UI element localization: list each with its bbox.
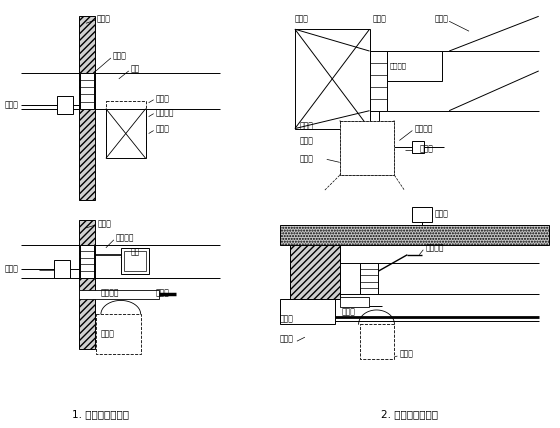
Bar: [54, 260, 70, 278]
Text: 风道: 风道: [130, 65, 140, 74]
Bar: [340, 297, 368, 307]
Text: 金属软管: 金属软管: [116, 233, 134, 242]
Text: 防火墙: 防火墙: [97, 15, 111, 24]
Bar: [280, 300, 335, 324]
Text: 检查口: 检查口: [300, 154, 314, 163]
Text: 防火阀: 防火阀: [113, 51, 127, 60]
Bar: [79, 220, 95, 349]
Bar: [280, 225, 549, 245]
Text: 检查口: 检查口: [156, 94, 170, 103]
Bar: [124, 251, 146, 270]
Text: 排烟道: 排烟道: [434, 15, 448, 24]
Bar: [340, 121, 394, 175]
Text: 检修口: 检修口: [101, 330, 115, 339]
Text: 金属软管: 金属软管: [414, 124, 433, 133]
Text: 关手柄: 关手柄: [280, 315, 294, 324]
Text: 接线盒: 接线盒: [4, 100, 18, 109]
Text: 防火墙: 防火墙: [98, 220, 112, 229]
Text: 关手柄: 关手柄: [300, 136, 314, 145]
Bar: [290, 245, 340, 300]
Bar: [80, 73, 94, 109]
Text: 排烟口: 排烟口: [280, 335, 294, 344]
Text: 排烟阀: 排烟阀: [372, 15, 386, 24]
Bar: [106, 109, 146, 158]
Bar: [79, 289, 158, 300]
Text: 1. 防火阀安装方法: 1. 防火阀安装方法: [72, 409, 129, 419]
Text: 复位手柄: 复位手柄: [101, 288, 119, 297]
Text: 2. 排烟阀安装方法: 2. 排烟阀安装方法: [381, 409, 438, 419]
Bar: [370, 51, 388, 111]
Text: 风道: 风道: [130, 247, 140, 256]
Text: 检修口: 检修口: [399, 350, 413, 359]
Text: 驱动部分: 驱动部分: [389, 62, 407, 69]
Bar: [412, 207, 432, 222]
Bar: [360, 263, 377, 294]
Text: 开手柄: 开手柄: [300, 121, 314, 130]
Bar: [96, 314, 141, 354]
Text: 检修口: 检修口: [156, 124, 170, 133]
Bar: [388, 51, 442, 81]
Bar: [121, 248, 148, 273]
Bar: [360, 324, 394, 359]
Text: 检查口: 检查口: [156, 288, 170, 297]
Text: 接线盒: 接线盒: [4, 264, 18, 273]
Bar: [57, 96, 73, 114]
Text: 金属软管: 金属软管: [156, 108, 174, 117]
Text: 金属软管: 金属软管: [425, 243, 444, 252]
Text: 接线盒: 接线盒: [419, 144, 433, 153]
Bar: [340, 121, 394, 175]
Bar: [80, 245, 94, 278]
Text: 开手柄: 开手柄: [342, 308, 356, 317]
Text: 接线盒: 接线盒: [434, 209, 448, 219]
Bar: [412, 142, 424, 153]
Bar: [295, 29, 370, 128]
Bar: [79, 16, 95, 200]
Text: 排烟口: 排烟口: [295, 15, 309, 24]
Bar: [106, 101, 146, 150]
